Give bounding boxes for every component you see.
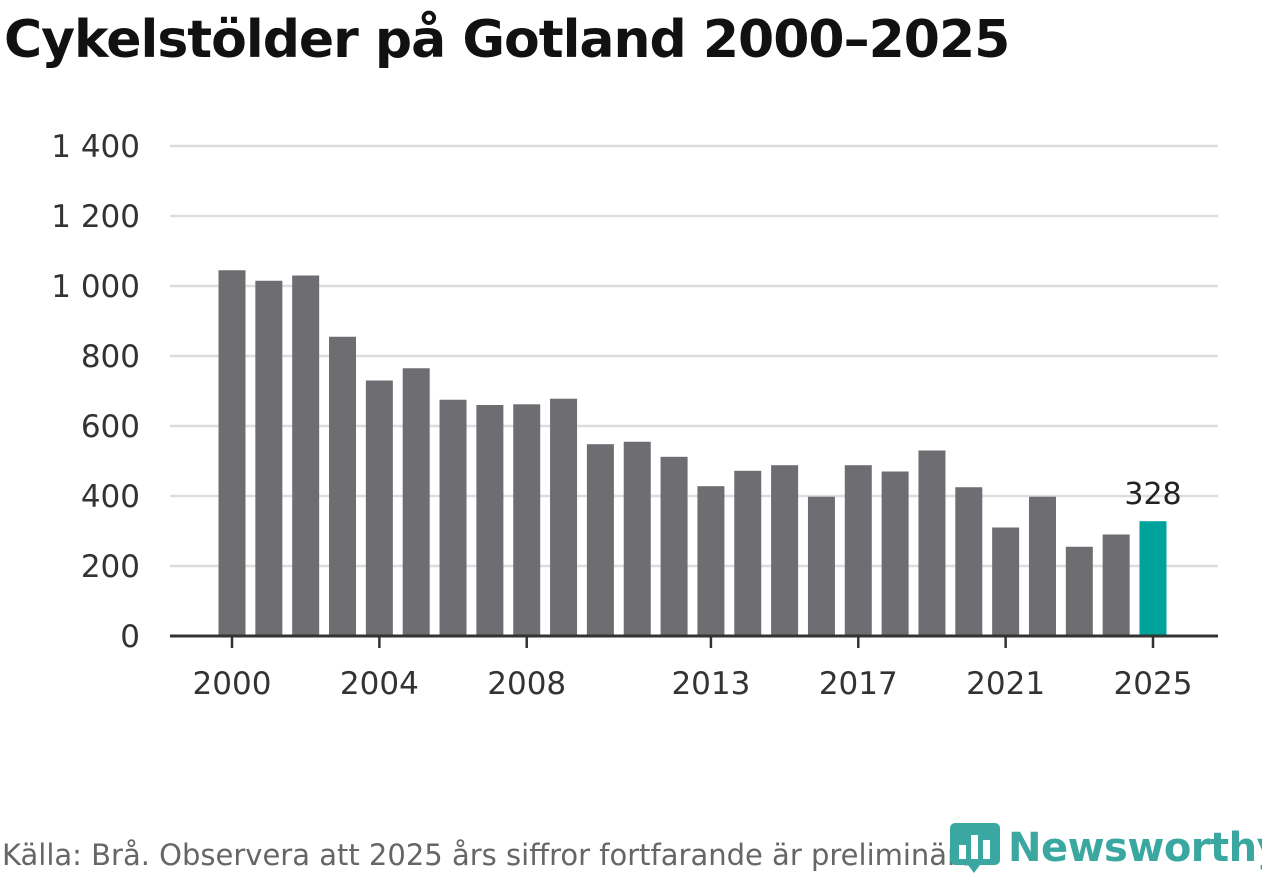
bar-2012[interactable]: [660, 456, 688, 636]
bar-2018[interactable]: [881, 471, 909, 637]
x-tick-label: 2021: [966, 666, 1045, 702]
bar-2005[interactable]: [402, 368, 430, 636]
bar-2014[interactable]: [734, 470, 762, 636]
grid-lines: [170, 144, 1218, 568]
bar-2000[interactable]: [218, 270, 246, 636]
bar-2007[interactable]: [476, 405, 504, 636]
bar-2015[interactable]: [771, 465, 799, 636]
y-tick-label: 0: [120, 619, 140, 655]
x-tick-label: 2013: [671, 666, 750, 702]
y-tick-label: 400: [81, 479, 140, 515]
y-tick-label: 600: [81, 409, 140, 445]
bars: [218, 270, 1167, 637]
bar-2017[interactable]: [844, 465, 872, 636]
bar-2010[interactable]: [586, 444, 614, 636]
chart-title: Cykelstölder på Gotland 2000–2025: [4, 10, 1010, 70]
x-tick-label: 2017: [819, 666, 898, 702]
y-tick-label: 1 000: [51, 269, 140, 305]
bar-chart-logo-icon: [950, 823, 1000, 873]
source-note: Källa: Brå. Observera att 2025 års siffr…: [2, 838, 986, 872]
bar-2001[interactable]: [255, 280, 283, 636]
y-tick-label: 1 400: [51, 129, 140, 165]
y-axis-labels: 0 200 400 600 800 1 000 1 200 1 400: [51, 129, 140, 655]
brand-name: Newsworthy: [1008, 825, 1262, 871]
y-tick-label: 800: [81, 339, 140, 375]
bar-2004[interactable]: [365, 380, 393, 637]
bar-2009[interactable]: [550, 398, 578, 636]
bar-2022[interactable]: [1028, 496, 1056, 636]
x-axis: [170, 634, 1218, 648]
x-tick-label: 2025: [1114, 666, 1193, 702]
highlight-value-label: 328: [1124, 477, 1181, 512]
y-tick-label: 1 200: [51, 199, 140, 235]
annotations: 328: [1124, 477, 1181, 512]
bar-2008[interactable]: [513, 404, 541, 636]
bar-2021[interactable]: [992, 527, 1020, 637]
bar-2002[interactable]: [292, 275, 320, 637]
bar-2020[interactable]: [955, 487, 983, 636]
bar-2025[interactable]: [1139, 521, 1167, 636]
x-tick-label: 2008: [487, 666, 566, 702]
bar-2011[interactable]: [623, 441, 651, 636]
x-tick-label: 2000: [193, 666, 272, 702]
bar-2006[interactable]: [439, 399, 467, 636]
bar-2013[interactable]: [697, 486, 725, 636]
brand-logo[interactable]: Newsworthy: [950, 818, 1262, 878]
x-axis-labels: 2000 2004 2008 2013 2017 2021 2025: [193, 666, 1193, 702]
bar-2024[interactable]: [1102, 534, 1130, 637]
y-tick-label: 200: [81, 549, 140, 585]
bar-2019[interactable]: [918, 450, 946, 637]
bar-2003[interactable]: [329, 336, 357, 636]
bar-2023[interactable]: [1065, 546, 1093, 636]
x-tick-label: 2004: [340, 666, 419, 702]
bar-2016[interactable]: [807, 496, 835, 636]
